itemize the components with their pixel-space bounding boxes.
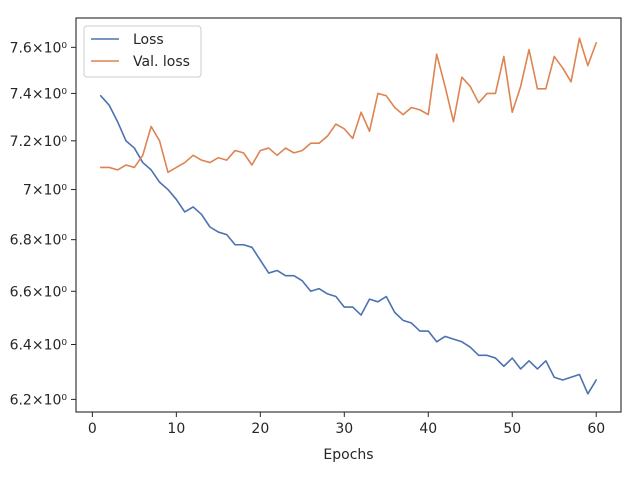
legend-label-loss: Loss: [133, 32, 164, 48]
legend: Loss Val. loss: [83, 25, 202, 78]
plot-frame: [75, 17, 622, 413]
series-layer: [99, 37, 598, 395]
x-tick-label-50: 50: [503, 421, 521, 437]
series-line-val-loss: [99, 37, 598, 174]
y-axis: 6.2×10⁰ 6.4×10⁰ 6.6×10⁰ 6.8×10⁰ 7×10⁰ 7.2×10⁰…: [10, 40, 76, 408]
y-tick-label-5: 7.2×10⁰: [10, 134, 68, 150]
x-tick-label-20: 20: [251, 421, 269, 437]
y-tick-label-7: 7.6×10⁰: [10, 40, 68, 56]
x-tick-label-0: 0: [88, 421, 97, 437]
x-tick-label-40: 40: [419, 421, 437, 437]
y-tick-label-4: 7×10⁰: [23, 183, 67, 199]
x-axis-label: Epochs: [323, 447, 373, 463]
x-tick-label-30: 30: [335, 421, 353, 437]
y-tick-label-6: 7.4×10⁰: [10, 86, 68, 102]
y-tick-label-1: 6.4×10⁰: [10, 338, 68, 354]
x-tick-label-10: 10: [167, 421, 185, 437]
y-tick-label-0: 6.2×10⁰: [10, 392, 68, 408]
x-axis: 0 10 20 30 40 50 60: [88, 412, 605, 437]
series-line-loss: [99, 94, 598, 395]
y-tick-label-2: 6.6×10⁰: [10, 284, 68, 300]
x-tick-label-60: 60: [587, 421, 605, 437]
y-tick-label-3: 6.8×10⁰: [10, 233, 68, 249]
legend-label-val-loss: Val. loss: [133, 54, 190, 70]
